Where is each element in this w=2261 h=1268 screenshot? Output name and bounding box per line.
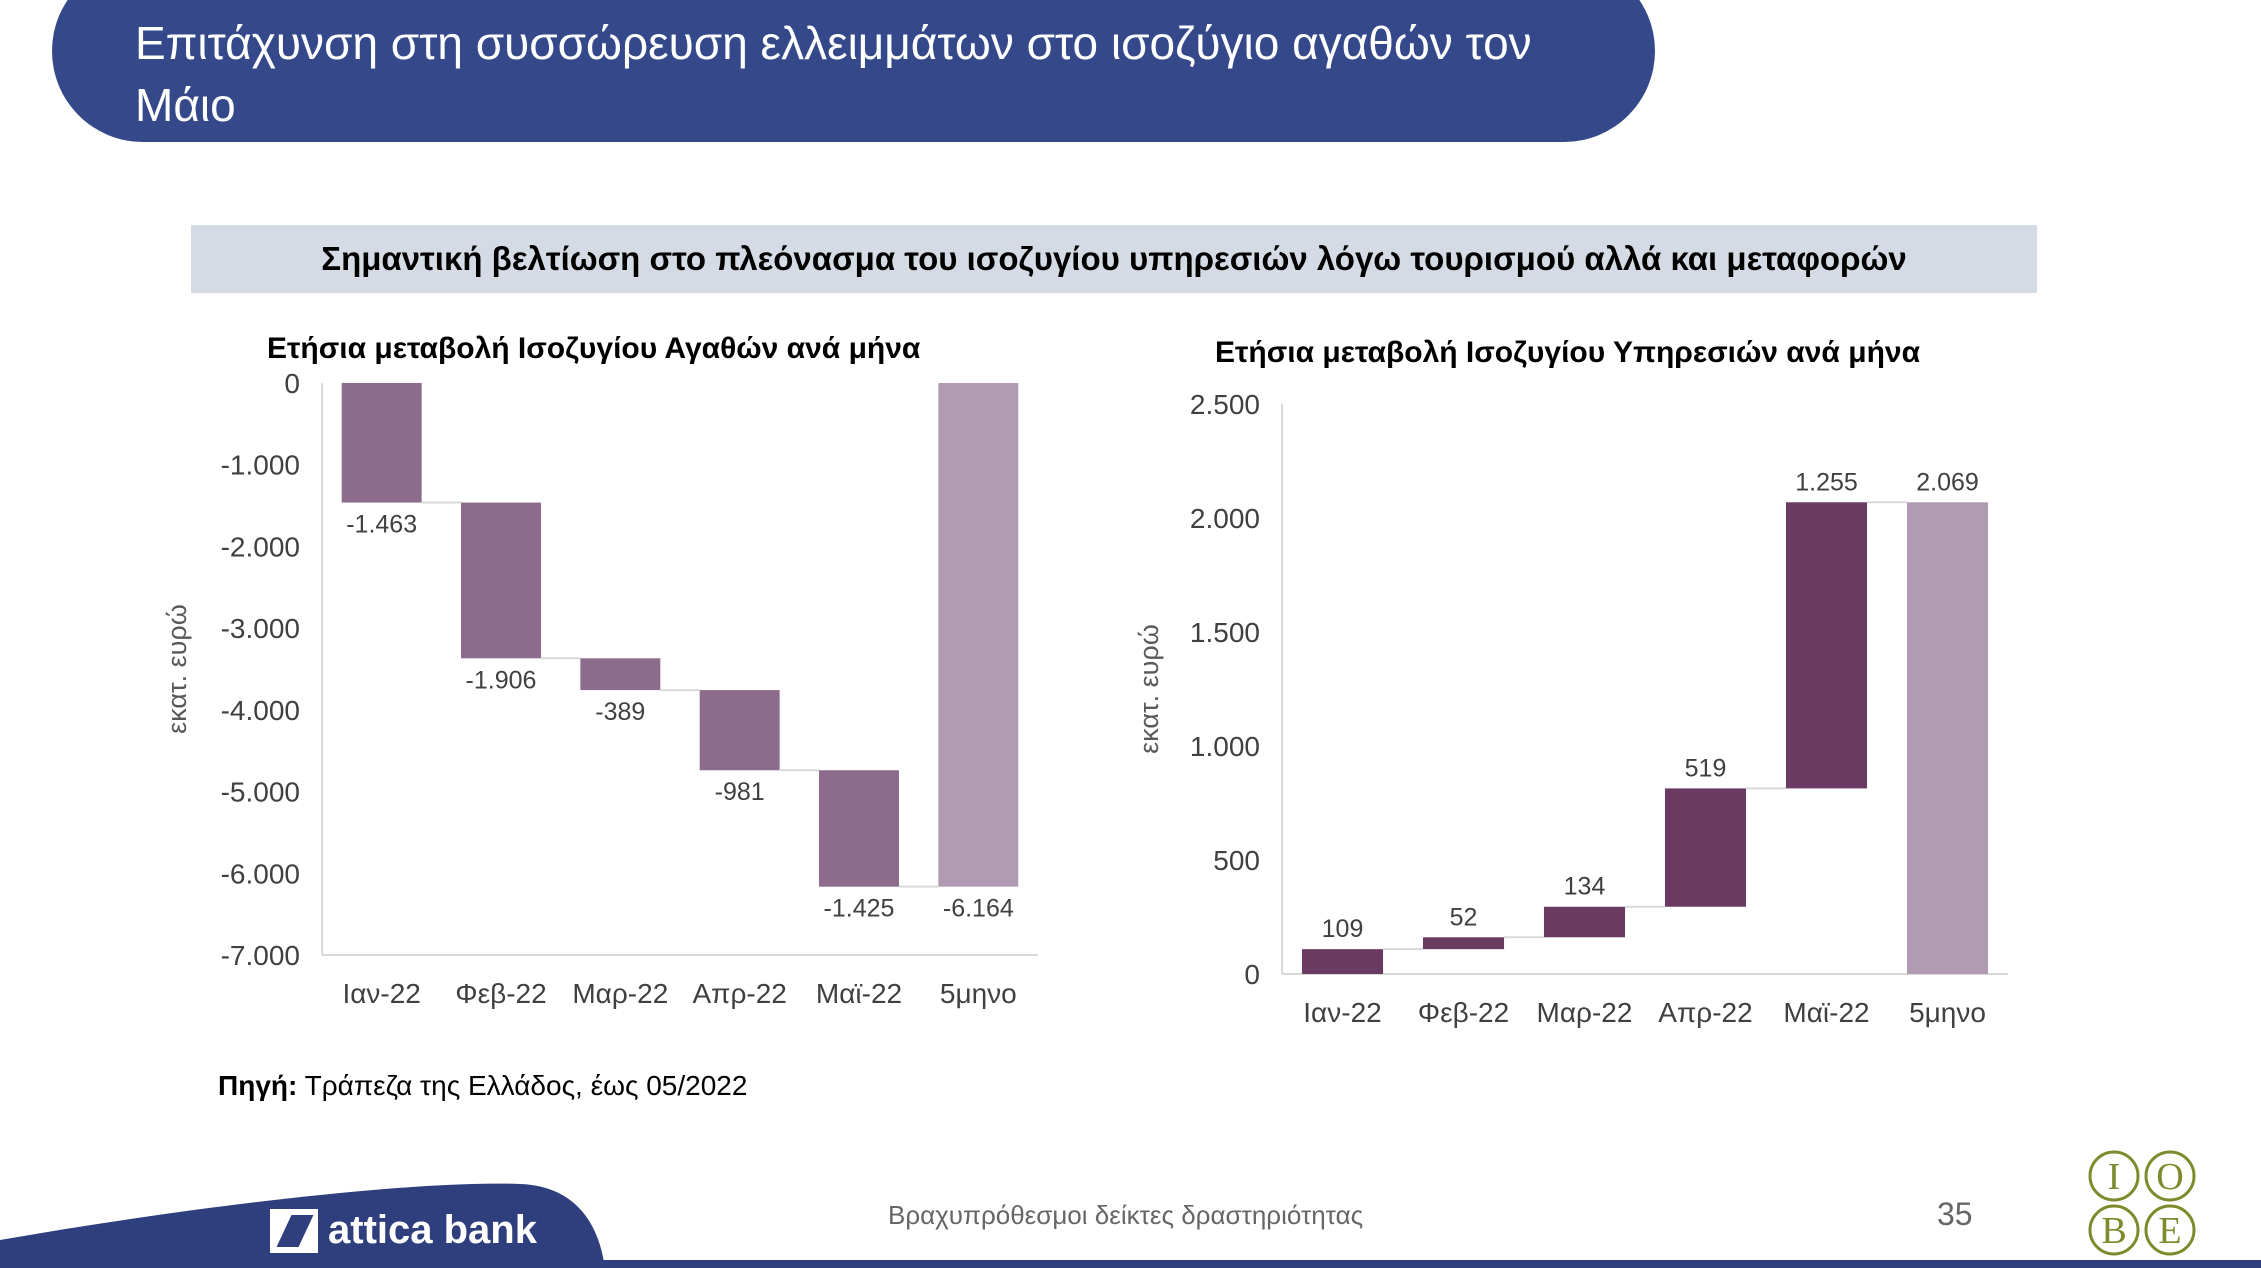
y-tick-label: 500 bbox=[1213, 845, 1260, 876]
subtitle-text: Σημαντική βελτίωση στο πλεόνασμα του ισο… bbox=[321, 240, 1907, 277]
x-tick-label: Ιαν-22 bbox=[1303, 997, 1381, 1028]
y-tick-label: -3.000 bbox=[221, 613, 300, 644]
attica-mark-icon bbox=[270, 1208, 318, 1253]
waterfall-bar bbox=[1906, 502, 1989, 974]
waterfall-bar bbox=[1785, 502, 1868, 789]
iobe-logo: Ι Ο Β Ε bbox=[2088, 1150, 2196, 1256]
chart-title: Ετήσια μεταβολή Ισοζυγίου Αγαθών ανά μήν… bbox=[267, 332, 921, 365]
data-label: 2.069 bbox=[1916, 468, 1979, 496]
iobe-letter-4: Ε bbox=[2158, 1210, 2181, 1252]
y-tick-label: 1.000 bbox=[1190, 731, 1260, 762]
title-banner bbox=[52, 0, 1655, 142]
footer-line bbox=[0, 1260, 2261, 1268]
data-label: -1.906 bbox=[466, 666, 537, 694]
source-label: Πηγή: bbox=[218, 1070, 298, 1101]
x-tick-label: Απρ-22 bbox=[1658, 997, 1752, 1028]
subtitle-band bbox=[191, 225, 2037, 293]
x-tick-label: Μαρ-22 bbox=[572, 978, 668, 1009]
attica-bank-logo: attica bank bbox=[270, 1208, 537, 1253]
waterfall-bar bbox=[580, 658, 661, 691]
data-label: 52 bbox=[1450, 903, 1478, 931]
x-tick-label: Απρ-22 bbox=[692, 978, 786, 1009]
x-tick-label: Μαρ-22 bbox=[1537, 997, 1633, 1028]
waterfall-bar bbox=[461, 502, 541, 659]
data-label: 1.255 bbox=[1795, 468, 1858, 496]
iobe-letter-3: Β bbox=[2101, 1210, 2126, 1252]
x-tick-label: Φεβ-22 bbox=[1418, 997, 1509, 1028]
page-number: 35 bbox=[1937, 1196, 1973, 1232]
y-tick-label: 2.500 bbox=[1190, 389, 1260, 420]
y-tick-label: 1.500 bbox=[1190, 617, 1260, 648]
waterfall-bar bbox=[1422, 937, 1505, 950]
waterfall-bar bbox=[1301, 949, 1384, 974]
y-tick-label: -5.000 bbox=[221, 777, 300, 808]
y-tick-label: 2.000 bbox=[1190, 503, 1260, 534]
iobe-letter-1: Ι bbox=[2108, 1156, 2121, 1198]
y-axis-label: εκατ. ευρώ bbox=[1134, 624, 1164, 754]
y-tick-label: -4.000 bbox=[221, 695, 300, 726]
data-label: -1.425 bbox=[824, 895, 895, 923]
x-tick-label: Μαϊ-22 bbox=[1783, 997, 1869, 1028]
goods-balance-chart: Ετήσια μεταβολή Ισοζυγίου Αγαθών ανά μήν… bbox=[162, 332, 1038, 1009]
chart-title: Ετήσια μεταβολή Ισοζυγίου Υπηρεσιών ανά … bbox=[1215, 336, 1921, 369]
page-title: Επιτάχυνση στη συσσώρευση ελλειμμάτων στ… bbox=[135, 17, 1532, 131]
data-label: -981 bbox=[715, 778, 765, 806]
waterfall-bar bbox=[1664, 788, 1747, 907]
y-tick-label: 0 bbox=[284, 368, 300, 399]
data-label: -6.164 bbox=[943, 895, 1014, 923]
x-tick-label: Μαϊ-22 bbox=[816, 978, 902, 1009]
data-label: -389 bbox=[595, 698, 645, 726]
y-axis-label: εκατ. ευρώ bbox=[162, 604, 192, 734]
waterfall-bar bbox=[819, 770, 899, 887]
x-tick-label: 5μηνο bbox=[1909, 997, 1986, 1028]
footer-note: Βραχυπρόθεσμοι δείκτες δραστηριότητας bbox=[888, 1200, 1364, 1230]
iobe-letter-2: Ο bbox=[2156, 1156, 2183, 1198]
attica-brand-text: attica bank bbox=[328, 1208, 537, 1252]
waterfall-bar bbox=[699, 690, 780, 771]
y-tick-label: -2.000 bbox=[221, 531, 300, 562]
x-tick-label: Φεβ-22 bbox=[455, 978, 546, 1009]
waterfall-bar bbox=[1543, 906, 1626, 938]
waterfall-bar bbox=[341, 383, 422, 503]
y-tick-label: -7.000 bbox=[221, 940, 300, 971]
y-tick-label: -1.000 bbox=[221, 450, 300, 481]
y-tick-label: 0 bbox=[1244, 959, 1260, 990]
data-label: 519 bbox=[1685, 754, 1727, 782]
data-label: -1.463 bbox=[346, 511, 417, 539]
data-label: 134 bbox=[1564, 873, 1606, 901]
source-text: Τράπεζα της Ελλάδος, έως 05/2022 bbox=[297, 1070, 748, 1101]
y-tick-label: -6.000 bbox=[221, 858, 300, 889]
source-note: Πηγή: Τράπεζα της Ελλάδος, έως 05/2022 bbox=[218, 1070, 747, 1102]
services-balance-chart: Ετήσια μεταβολή Ισοζυγίου Υπηρεσιών ανά … bbox=[1134, 336, 2008, 1028]
x-tick-label: Ιαν-22 bbox=[342, 978, 420, 1009]
x-tick-label: 5μηνο bbox=[940, 978, 1017, 1009]
waterfall-bar bbox=[938, 383, 1019, 887]
data-label: 109 bbox=[1322, 915, 1364, 943]
